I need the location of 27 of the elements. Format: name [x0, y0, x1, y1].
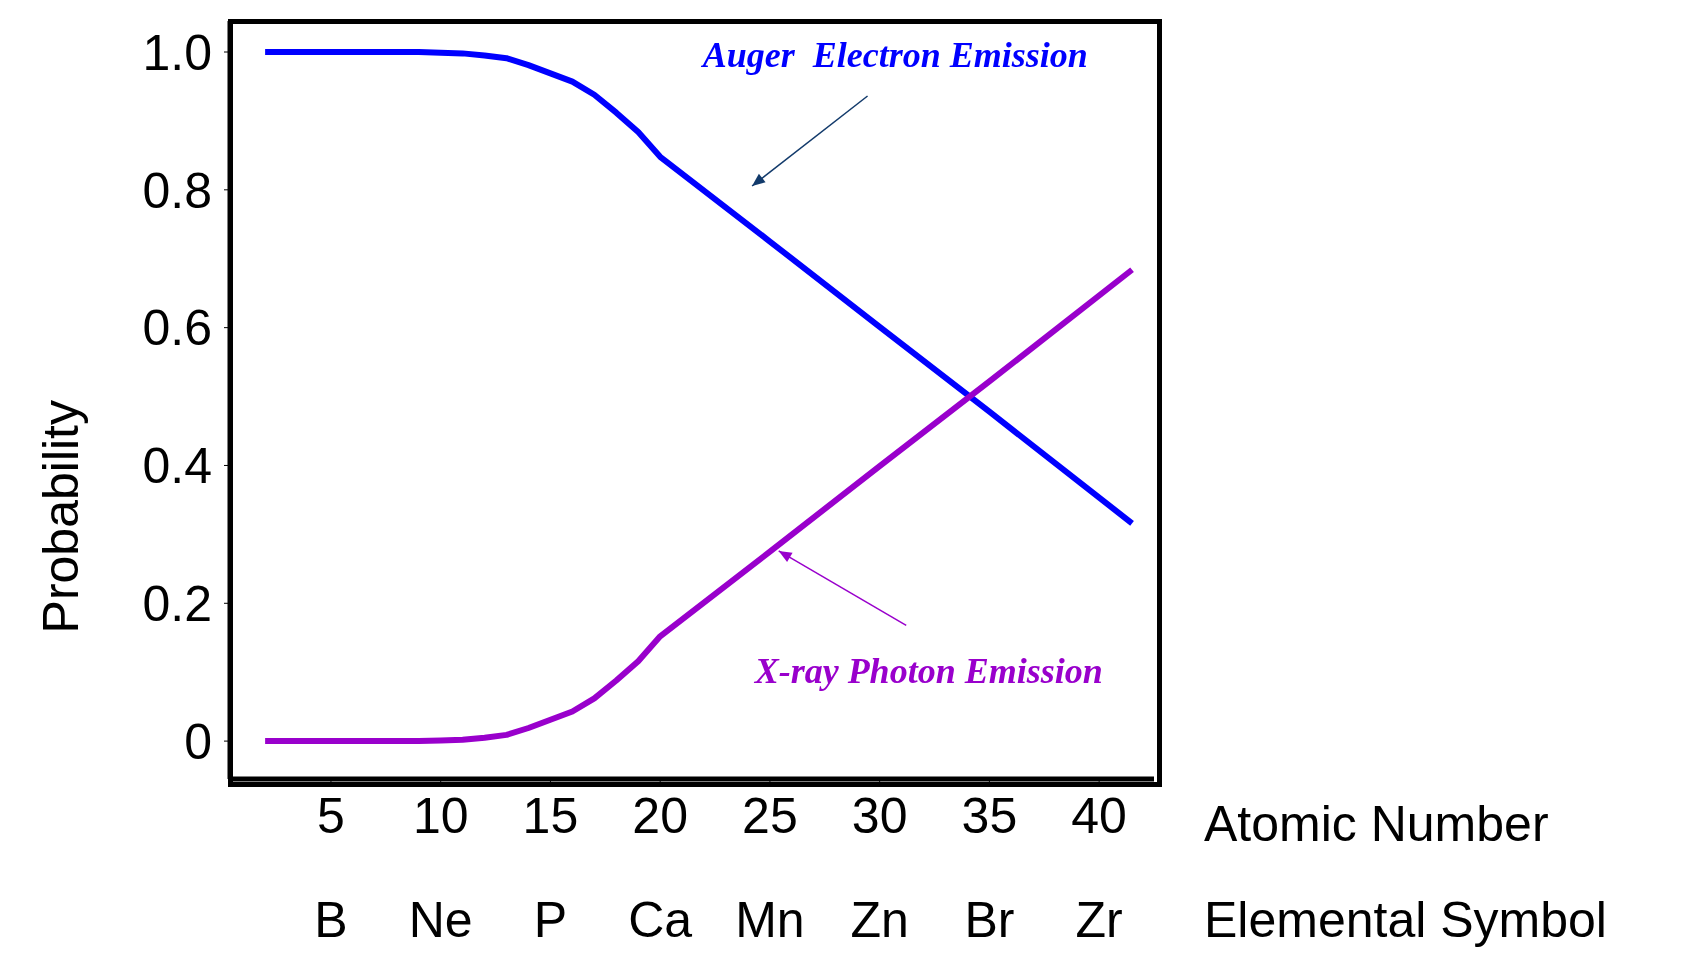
text: Br [964, 892, 1015, 949]
y-tick-label: 0 [184, 713, 212, 770]
text: Zr [1075, 892, 1123, 949]
y-tick-label: 0.6 [142, 300, 212, 357]
text: Zn [850, 892, 909, 949]
y-tick-label: 1.0 [142, 24, 212, 81]
text: Ca [628, 892, 693, 949]
x-tick-label: 40 [1071, 787, 1127, 844]
text: Mn [735, 892, 805, 949]
y-tick-label: 0.4 [142, 438, 212, 495]
y-tick-label: 0.2 [142, 576, 212, 633]
x-tick-label: 20 [632, 787, 688, 844]
x-tick-label: 15 [522, 787, 579, 844]
x-tick-label: 25 [742, 787, 798, 844]
y-axis-title: Probability [32, 400, 89, 634]
y-tick-label: 0.8 [142, 162, 212, 219]
x-axis-title: Atomic Number [1204, 795, 1549, 852]
text: P [533, 892, 568, 949]
x2-axis-title: Elemental Symbol [1204, 892, 1607, 949]
text: Ne [408, 892, 473, 949]
x-tick-label: 5 [317, 787, 345, 844]
annotation: X-ray Photon Emission [753, 651, 1103, 692]
x-tick-label: 30 [851, 787, 908, 844]
x-tick-label: 10 [412, 787, 469, 844]
x-tick-label: 35 [961, 787, 1018, 844]
text: B [314, 892, 348, 949]
annotation: Auger Electron Emission [700, 35, 1088, 76]
